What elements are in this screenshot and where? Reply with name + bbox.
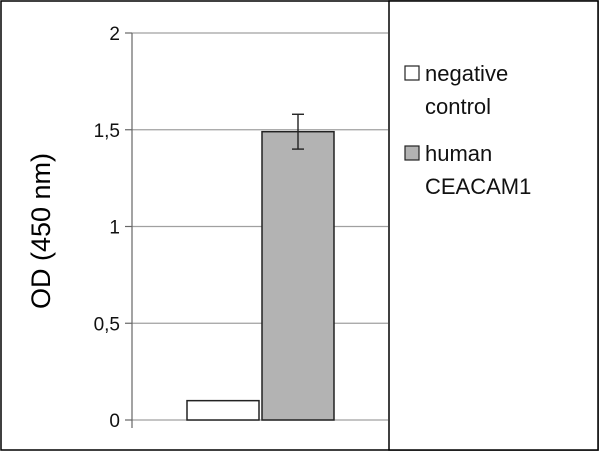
- y-tick-label: 1: [109, 218, 120, 239]
- bar: [186, 399, 260, 421]
- legend-box: [388, 0, 599, 451]
- legend-label: negative: [425, 61, 508, 86]
- legend-label: CEACAM1: [425, 174, 531, 199]
- legend: negative control human CEACAM1: [404, 61, 531, 199]
- legend-swatch: [404, 145, 420, 161]
- y-tick-label: 0: [109, 411, 120, 432]
- bar: [261, 130, 335, 421]
- legend-label: control: [425, 94, 491, 119]
- legend-label: human: [425, 141, 492, 166]
- y-axis-ticks: 0 0,5 1 1,5 2: [94, 24, 132, 432]
- gridlines: [132, 32, 388, 421]
- bars: [186, 113, 335, 421]
- y-tick-label: 0,5: [94, 314, 120, 335]
- legend-swatch: [404, 65, 420, 81]
- y-tick-label: 2: [109, 24, 120, 45]
- y-tick-label: 1,5: [94, 121, 120, 142]
- y-axis-title: OD (450 nm): [26, 153, 56, 309]
